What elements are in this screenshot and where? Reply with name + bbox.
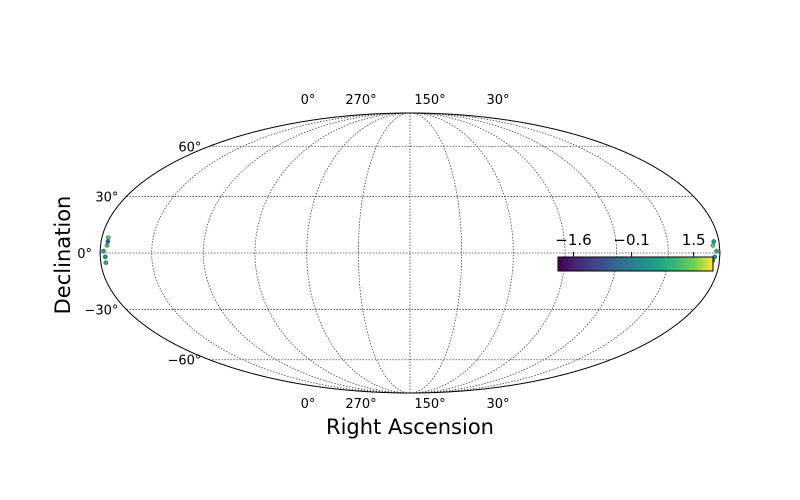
data-point-4 bbox=[103, 260, 109, 265]
longitude-grid--120 bbox=[202, 112, 411, 394]
longitude-grid-120 bbox=[409, 112, 618, 394]
latitude-tick-label-0: 60° bbox=[178, 140, 201, 155]
grid-layer bbox=[100, 112, 720, 394]
bottom-tick-label-3: 30° bbox=[486, 397, 509, 412]
longitude-grid-90 bbox=[409, 112, 566, 394]
longitude-grid--150 bbox=[151, 112, 411, 394]
colorbar-gradient bbox=[557, 256, 714, 272]
y-axis-label: Declination bbox=[51, 196, 75, 315]
bottom-longitude-ticks: 0° 270° 150° 30° bbox=[301, 397, 510, 412]
longitude-grid--90 bbox=[254, 112, 411, 394]
bottom-tick-label-2: 150° bbox=[414, 397, 445, 412]
bottom-tick-label-1: 270° bbox=[345, 397, 376, 412]
colorbar-tick-label-0: −1.6 bbox=[555, 231, 591, 249]
top-tick-label-3: 30° bbox=[486, 93, 509, 108]
colorbar: −1.6 −0.1 1.5 bbox=[555, 231, 714, 272]
data-point-6 bbox=[714, 248, 719, 254]
colorbar-ticks: −1.6 −0.1 1.5 bbox=[555, 231, 706, 257]
top-tick-label-2: 150° bbox=[414, 93, 445, 108]
bottom-tick-label-0: 0° bbox=[301, 397, 316, 412]
data-point-2 bbox=[104, 243, 110, 248]
latitude-tick-label-2: 0° bbox=[77, 247, 92, 262]
top-tick-label-0: 0° bbox=[301, 93, 316, 108]
longitude-grid--30 bbox=[357, 112, 411, 394]
longitude-grid-60 bbox=[409, 112, 514, 394]
data-point-1 bbox=[102, 254, 108, 260]
data-point-5 bbox=[106, 235, 111, 240]
colorbar-tick-label-1: −0.1 bbox=[613, 231, 649, 249]
longitude-grid--60 bbox=[306, 112, 411, 394]
colorbar-tick-label-2: 1.5 bbox=[682, 231, 706, 249]
top-tick-label-1: 270° bbox=[345, 93, 376, 108]
latitude-tick-label-3: −30° bbox=[84, 304, 118, 319]
top-longitude-ticks: 0° 270° 150° 30° bbox=[301, 93, 510, 108]
data-point-8 bbox=[710, 243, 716, 248]
x-axis-label: Right Ascension bbox=[326, 415, 494, 439]
data-point-0 bbox=[101, 248, 106, 254]
data-point-10 bbox=[711, 239, 717, 244]
map-outline bbox=[99, 112, 721, 394]
latitude-ticks: 60° 30° 0° −30° −60° bbox=[77, 140, 201, 368]
longitude-grid-30 bbox=[409, 112, 463, 394]
latitude-tick-label-1: 30° bbox=[95, 190, 118, 205]
latitude-tick-label-4: −60° bbox=[167, 354, 201, 369]
data-point-3 bbox=[105, 239, 111, 244]
longitude-grid-150 bbox=[409, 112, 669, 394]
